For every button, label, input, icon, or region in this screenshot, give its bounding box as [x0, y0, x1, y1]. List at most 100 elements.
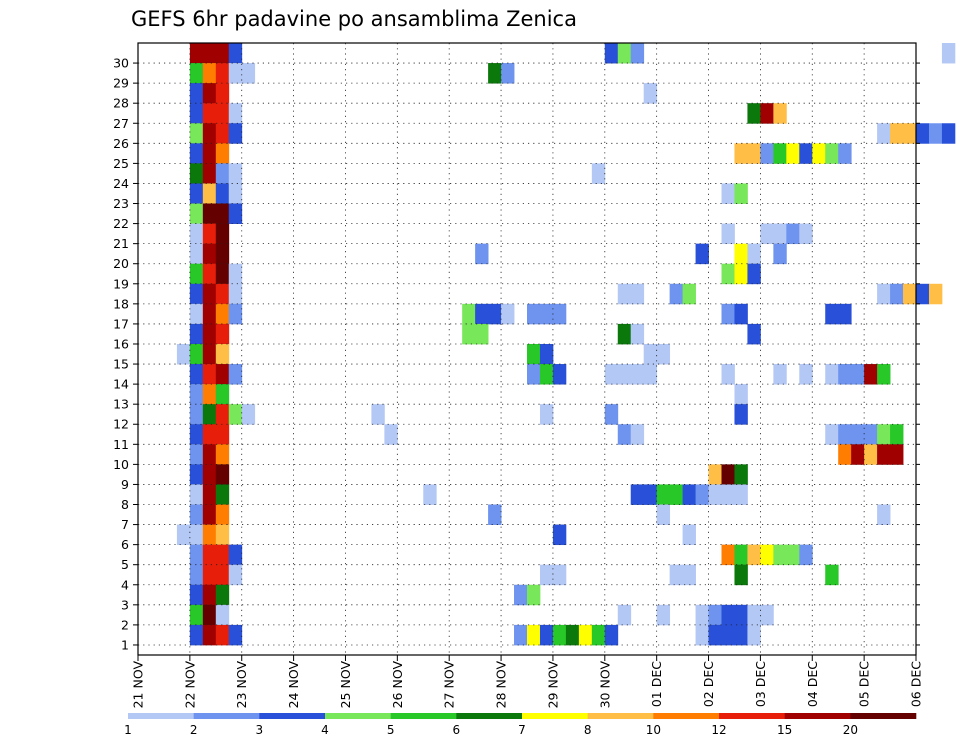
heatmap-cell — [734, 564, 748, 586]
heatmap-cell — [941, 123, 956, 144]
heatmap-cell — [539, 303, 554, 325]
heatmap-cell — [747, 604, 761, 626]
heatmap-cell — [189, 163, 204, 184]
heatmap-cell — [189, 464, 204, 485]
heatmap-cell — [202, 484, 217, 505]
heatmap-cell — [773, 143, 787, 164]
heatmap-cell — [656, 604, 671, 626]
heatmap-cell — [825, 364, 839, 385]
heatmap-cell — [202, 123, 217, 144]
heatmap-cell — [189, 384, 204, 405]
heatmap-cell — [215, 163, 230, 184]
heatmap-cell — [228, 404, 243, 425]
heatmap-cell — [825, 143, 839, 164]
heatmap-cell — [786, 223, 800, 245]
heatmap-cell — [941, 43, 956, 64]
heatmap-cell — [604, 404, 619, 425]
x-tick-label: 27 NOV — [442, 661, 457, 709]
y-tick-label: 1 — [121, 637, 129, 652]
x-tick-label: 23 NOV — [234, 661, 249, 709]
heatmap-cell — [176, 343, 191, 365]
heatmap-cell — [928, 283, 943, 305]
heatmap-cell — [877, 504, 891, 525]
x-tick-label: 24 NOV — [286, 661, 301, 709]
x-tick-label: 06 DEC — [909, 661, 924, 707]
heatmap-cell — [565, 624, 580, 646]
colorbar-swatch — [850, 713, 917, 719]
heatmap-cell — [656, 343, 671, 365]
heatmap-cell — [903, 283, 917, 305]
heatmap-cell — [838, 303, 852, 325]
heatmap-cell — [552, 303, 567, 325]
heatmap-cell — [682, 524, 696, 546]
heatmap-cell — [552, 364, 567, 385]
heatmap-cell — [747, 103, 761, 124]
heatmap-cell — [734, 604, 748, 626]
heatmap-cell — [539, 404, 554, 425]
heatmap-cell — [760, 143, 774, 164]
heatmap-cell — [215, 103, 230, 124]
heatmap-cell — [799, 364, 813, 385]
x-tick-label: 30 NOV — [597, 661, 612, 709]
heatmap-cell — [228, 263, 243, 285]
heatmap-cell — [851, 424, 865, 445]
heatmap-cell — [708, 484, 722, 505]
colorbar-label: 20 — [843, 723, 858, 737]
heatmap-cell — [384, 424, 398, 445]
heatmap-cell — [734, 143, 748, 164]
heatmap-cell — [189, 83, 204, 104]
y-tick-label: 29 — [113, 76, 129, 91]
heatmap-cell — [189, 364, 204, 385]
heatmap-cell — [773, 243, 787, 265]
heatmap-cell — [215, 384, 230, 405]
heatmap-cell — [202, 624, 217, 646]
heatmap-cell — [215, 323, 230, 345]
heatmap-cell — [825, 303, 839, 325]
heatmap-cell — [552, 624, 567, 646]
heatmap-cell — [734, 464, 748, 485]
heatmap-cell — [202, 283, 217, 305]
heatmap-cell — [799, 143, 813, 164]
heatmap-cell — [604, 624, 619, 646]
heatmap-cell — [734, 263, 748, 285]
heatmap-cell — [202, 303, 217, 325]
heatmap-cell — [890, 283, 904, 305]
y-tick-label: 15 — [113, 357, 129, 372]
heatmap-cell — [838, 143, 852, 164]
colorbar-label: 5 — [387, 723, 395, 737]
heatmap-cell — [734, 183, 748, 204]
heatmap-cell — [838, 424, 852, 445]
heatmap-cell — [617, 323, 632, 345]
y-tick-label: 30 — [113, 56, 129, 71]
heatmap-cell — [630, 484, 645, 505]
heatmap-cell — [215, 544, 230, 566]
heatmap-cell — [877, 424, 891, 445]
heatmap-cell — [760, 223, 774, 245]
heatmap-cell — [928, 123, 943, 144]
heatmap-cell — [189, 263, 204, 285]
heatmap-cell — [215, 604, 230, 626]
heatmap-cell — [202, 223, 217, 245]
heatmap-cell — [215, 364, 230, 385]
heatmap-cell — [721, 183, 735, 204]
heatmap-cell — [475, 303, 489, 325]
heatmap-cell — [708, 624, 722, 646]
heatmap-cell — [617, 604, 632, 626]
heatmap-cell — [371, 404, 385, 425]
heatmap-cell — [539, 364, 554, 385]
heatmap-cell — [682, 484, 696, 505]
y-tick-label: 26 — [113, 136, 129, 151]
heatmap-cell — [838, 364, 852, 385]
heatmap-cell — [202, 424, 217, 445]
heatmap-cell — [202, 524, 217, 546]
heatmap-cell — [215, 183, 230, 204]
heatmap-cell — [721, 604, 735, 626]
heatmap-cell — [241, 63, 256, 84]
heatmap-cell — [617, 283, 632, 305]
heatmap-cell — [786, 544, 800, 566]
heatmap-cell — [773, 223, 787, 245]
colorbar-swatch — [128, 713, 194, 719]
y-tick-label: 9 — [121, 477, 129, 492]
heatmap-cell — [488, 63, 502, 84]
heatmap-cell — [695, 624, 709, 646]
